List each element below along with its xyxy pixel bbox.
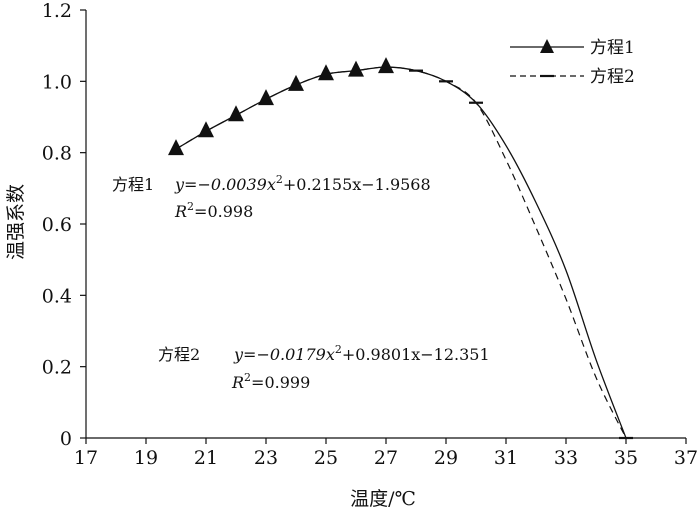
eq1-r2: R2=0.998 xyxy=(174,200,253,221)
data-point-eq1 xyxy=(168,139,184,156)
y-tick-label: 0.6 xyxy=(42,214,72,236)
legend-triangle-icon xyxy=(540,39,554,53)
eq1-formula: y=−0.0039x2+0.2155x−1.9568 xyxy=(174,173,431,194)
x-tick-label: 35 xyxy=(614,447,638,469)
x-tick-label: 33 xyxy=(554,447,578,469)
y-tick-label: 0.8 xyxy=(42,143,72,165)
equation-2-annotation: 方程2 y=−0.0179x2+0.9801x−12.351 R2=0.999 xyxy=(158,343,490,392)
x-tick-label: 31 xyxy=(494,447,518,469)
x-tick-label: 17 xyxy=(74,447,98,469)
data-point-eq1 xyxy=(228,105,244,122)
data-point-eq1 xyxy=(318,64,334,81)
ticks: 17 19 21 23 25 27 29 31 33 35 37 0 0.2 0.4 0.6 0.8 1.0 1.… xyxy=(42,0,698,469)
eq2-r2: R2=0.999 xyxy=(231,371,310,392)
y-tick-label: 0.4 xyxy=(42,285,72,307)
legend-label-eq2: 方程2 xyxy=(590,67,635,87)
series xyxy=(168,57,633,440)
y-tick-label: 1.2 xyxy=(42,0,72,22)
x-tick-label: 25 xyxy=(314,447,338,469)
eq2-label: 方程2 xyxy=(158,345,200,364)
x-tick-label: 29 xyxy=(434,447,458,469)
x-axis-label: 温度/℃ xyxy=(350,488,416,510)
x-tick-label: 37 xyxy=(674,447,698,469)
legend: 方程1 方程2 xyxy=(510,38,635,87)
data-point-eq1 xyxy=(348,60,364,77)
y-tick-label: 1.0 xyxy=(42,71,72,93)
x-tick-label: 19 xyxy=(134,447,158,469)
data-point-eq1 xyxy=(378,57,394,74)
eq1-label: 方程1 xyxy=(112,175,154,194)
y-tick-label: 0 xyxy=(60,428,72,450)
legend-label-eq1: 方程1 xyxy=(590,38,635,58)
data-point-eq1 xyxy=(288,74,304,91)
x-tick-label: 23 xyxy=(254,447,278,469)
data-point-eq1 xyxy=(198,121,214,138)
x-tick-label: 27 xyxy=(374,447,398,469)
eq2-formula: y=−0.0179x2+0.9801x−12.351 xyxy=(233,343,490,364)
equation-1-annotation: 方程1 y=−0.0039x2+0.2155x−1.9568 R2=0.998 xyxy=(112,173,431,221)
data-point-eq1 xyxy=(258,89,274,106)
y-tick-label: 0.2 xyxy=(42,357,72,379)
x-tick-label: 21 xyxy=(194,447,218,469)
y-axis-label: 温强系数 xyxy=(5,184,27,260)
